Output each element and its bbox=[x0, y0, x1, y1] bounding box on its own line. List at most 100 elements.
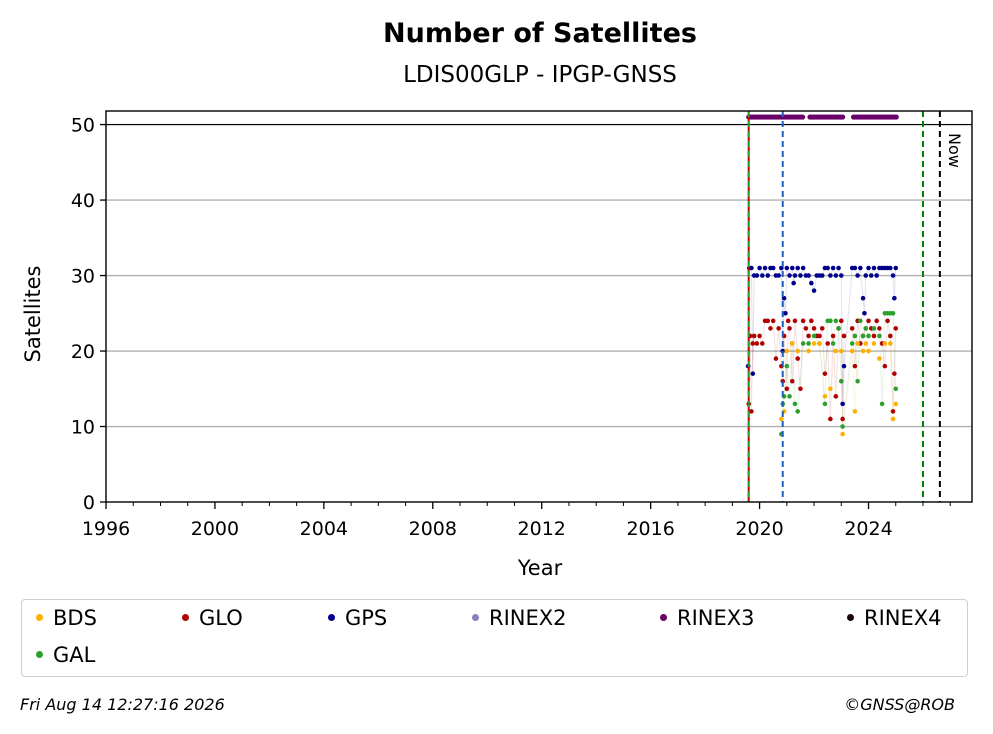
point-bds bbox=[789, 341, 795, 346]
point-glo bbox=[828, 416, 833, 422]
legend-item-rinex4: RINEX4 bbox=[847, 606, 942, 630]
point-bds bbox=[811, 341, 817, 346]
point-bds bbox=[840, 431, 845, 437]
point-gal bbox=[800, 341, 806, 346]
point-gps bbox=[762, 265, 768, 271]
point-bds bbox=[806, 348, 811, 354]
point-glo bbox=[789, 378, 795, 384]
point-gps bbox=[860, 295, 866, 301]
point-glo bbox=[841, 333, 847, 339]
point-glo bbox=[751, 333, 757, 339]
legend-label-rinex2: RINEX2 bbox=[489, 606, 567, 630]
point-bds bbox=[795, 348, 801, 354]
rinex-marker-rinex3 bbox=[840, 114, 846, 120]
legend-label-gps: GPS bbox=[345, 606, 388, 630]
point-glo bbox=[795, 356, 801, 361]
point-gal bbox=[860, 333, 866, 339]
point-glo bbox=[798, 386, 803, 392]
point-glo bbox=[840, 416, 845, 422]
point-gps bbox=[833, 273, 839, 278]
point-gal bbox=[806, 341, 811, 346]
point-glo bbox=[803, 326, 809, 331]
point-gps bbox=[784, 265, 790, 271]
point-gal bbox=[787, 394, 792, 399]
legend-label-gal: GAL bbox=[53, 643, 96, 667]
legend-marker-gps bbox=[328, 613, 335, 621]
point-gps bbox=[868, 273, 874, 278]
point-gps bbox=[838, 273, 844, 278]
point-bds bbox=[852, 409, 858, 414]
point-glo bbox=[800, 318, 806, 324]
point-glo bbox=[830, 333, 836, 339]
point-glo bbox=[776, 326, 781, 331]
point-gps bbox=[792, 273, 798, 278]
y-tick-label: 0 bbox=[83, 492, 95, 514]
point-glo bbox=[811, 326, 817, 331]
point-glo bbox=[768, 326, 773, 331]
point-bds bbox=[871, 341, 877, 346]
point-glo bbox=[750, 341, 756, 346]
point-glo bbox=[792, 318, 798, 324]
point-gps bbox=[770, 265, 776, 271]
x-axis-label: Year bbox=[517, 556, 563, 580]
point-gps bbox=[841, 363, 847, 369]
point-bds bbox=[893, 401, 899, 407]
point-glo bbox=[871, 333, 877, 339]
point-gps bbox=[781, 295, 787, 301]
legend-item-bds: BDS bbox=[36, 606, 97, 630]
point-gps bbox=[858, 265, 863, 271]
point-glo bbox=[852, 363, 858, 369]
point-glo bbox=[833, 394, 839, 399]
point-gps bbox=[828, 273, 833, 278]
point-glo bbox=[890, 409, 896, 414]
point-gps bbox=[783, 310, 788, 316]
point-glo bbox=[888, 333, 893, 339]
point-gps bbox=[754, 273, 760, 278]
point-glo bbox=[885, 318, 890, 324]
legend-label-glo: GLO bbox=[199, 606, 243, 630]
point-gps bbox=[862, 310, 867, 316]
point-gal bbox=[877, 333, 882, 339]
rinex-marker-rinex3 bbox=[893, 114, 899, 120]
point-gps bbox=[825, 265, 830, 271]
point-gal bbox=[836, 326, 841, 331]
x-tick-label: 2024 bbox=[844, 518, 892, 540]
point-gal bbox=[855, 378, 860, 384]
point-glo bbox=[785, 318, 791, 324]
point-glo bbox=[749, 409, 754, 414]
point-bds bbox=[877, 356, 882, 361]
point-gps bbox=[855, 273, 860, 278]
point-bds bbox=[855, 341, 860, 346]
point-gal bbox=[849, 341, 855, 346]
point-glo bbox=[765, 318, 771, 324]
y-tick-label: 20 bbox=[71, 341, 95, 363]
point-bds bbox=[860, 348, 866, 354]
point-glo bbox=[784, 386, 790, 392]
point-gal bbox=[795, 409, 801, 414]
point-gps bbox=[776, 273, 781, 278]
legend-label-rinex4: RINEX4 bbox=[864, 606, 942, 630]
point-gps bbox=[787, 273, 792, 278]
point-gps bbox=[890, 273, 896, 278]
point-bds bbox=[828, 386, 833, 392]
satellites-chart: Number of Satellites LDIS00GLP - IPGP-GN… bbox=[21, 18, 973, 580]
point-gal bbox=[838, 378, 844, 384]
point-glo bbox=[877, 326, 882, 331]
point-glo bbox=[849, 326, 855, 331]
legend-marker-glo bbox=[182, 613, 189, 621]
point-gps bbox=[795, 265, 801, 271]
point-gal bbox=[893, 386, 899, 392]
point-gal bbox=[890, 310, 896, 316]
point-bds bbox=[838, 348, 844, 354]
point-gal bbox=[822, 401, 828, 407]
point-gps bbox=[757, 265, 762, 271]
point-gps bbox=[789, 265, 795, 271]
legend-marker-rinex3 bbox=[660, 613, 667, 621]
point-gal bbox=[879, 401, 885, 407]
point-gps bbox=[888, 265, 893, 271]
point-glo bbox=[806, 333, 811, 339]
point-gps bbox=[830, 265, 836, 271]
point-gal bbox=[811, 333, 817, 339]
point-gal bbox=[871, 326, 877, 331]
point-bds bbox=[849, 348, 855, 354]
